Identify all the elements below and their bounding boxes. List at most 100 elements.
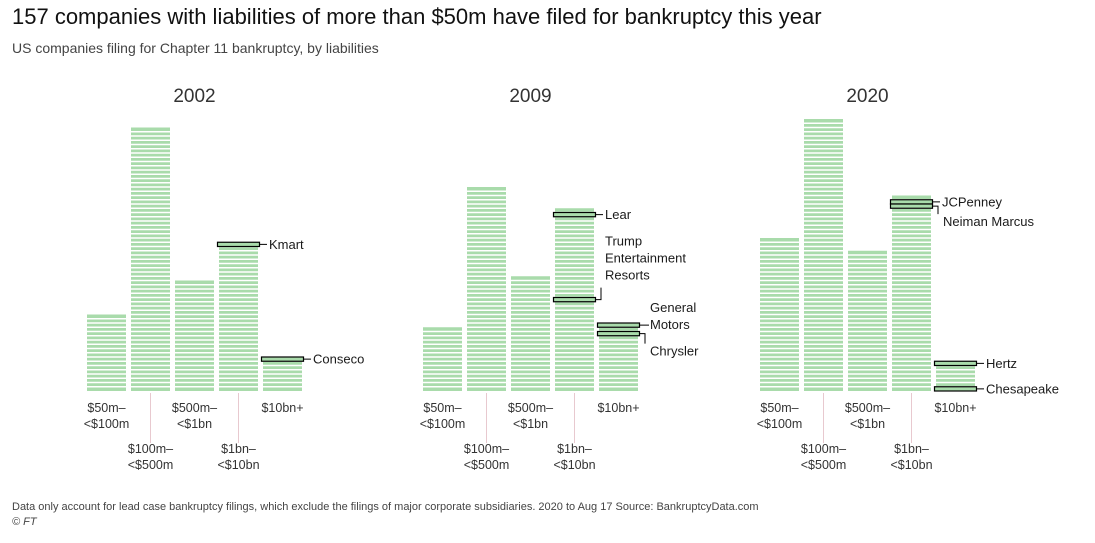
bar-stripe — [848, 271, 887, 273]
bar-stripe — [848, 381, 887, 384]
bar-stripe — [87, 339, 126, 341]
bar-stripe — [467, 216, 506, 218]
bar-stripe — [423, 343, 462, 345]
category-label-2002-0: $50m– <$100m — [84, 401, 130, 431]
bar-stripe — [555, 237, 594, 239]
bar-stripe — [760, 347, 799, 350]
bar-stripe — [423, 339, 462, 341]
bar-stripe — [131, 381, 170, 384]
bar-stripe — [467, 258, 506, 260]
bar-stripe — [131, 131, 170, 133]
bar-stripe — [892, 347, 931, 350]
bar-stripe — [599, 373, 638, 375]
bar-stripe — [760, 369, 799, 371]
bar-stripe — [219, 330, 258, 333]
bar-stripe — [804, 356, 843, 358]
bar-stripe — [804, 335, 843, 337]
bar-stripe — [760, 271, 799, 273]
bar-stripe — [599, 381, 638, 384]
highlight-Lear — [552, 211, 597, 218]
bar-stripe — [511, 364, 550, 367]
bar-stripe — [131, 173, 170, 175]
bar-2009-2 — [511, 276, 550, 391]
bar-stripe — [760, 241, 799, 243]
bar-stripe — [131, 152, 170, 154]
bar-stripe — [804, 330, 843, 333]
bar-stripe — [892, 305, 931, 307]
bar-stripe — [555, 271, 594, 273]
bar-stripe — [760, 318, 799, 320]
bar-stripe — [555, 305, 594, 307]
bar-stripe — [467, 288, 506, 290]
bar-stripe — [760, 250, 799, 252]
bar-stripe — [804, 207, 843, 209]
bar-stripe — [87, 352, 126, 354]
bar-stripe — [804, 347, 843, 350]
bar-stripe — [423, 335, 462, 337]
bar-stripe — [175, 292, 214, 294]
bar-stripe — [892, 326, 931, 328]
bar-stripe — [87, 373, 126, 375]
bar-stripe — [804, 237, 843, 239]
bar-stripe — [175, 313, 214, 316]
bar-stripe — [804, 173, 843, 175]
bar-stripe — [219, 339, 258, 341]
bar-stripe — [760, 335, 799, 337]
bar-stripe — [175, 364, 214, 367]
bar-stripe — [467, 224, 506, 226]
bar-stripe — [848, 322, 887, 324]
bar-stripe — [467, 250, 506, 252]
bar-stripe — [892, 220, 931, 222]
bar-stripe — [848, 352, 887, 354]
bar-stripe — [467, 296, 506, 299]
bar-stripe — [175, 284, 214, 286]
bar-stripe — [175, 322, 214, 324]
bar-stripe — [175, 352, 214, 354]
bar-stripe — [175, 330, 214, 333]
bar-stripe — [467, 347, 506, 350]
bar-stripe — [599, 386, 638, 388]
bar-stripe — [804, 139, 843, 141]
bar-stripe — [467, 377, 506, 379]
annotation-leader — [595, 287, 602, 301]
bar-stripe — [892, 335, 931, 337]
bar-stripe — [892, 301, 931, 303]
bar-stripe — [760, 275, 799, 277]
bar-stripe — [892, 313, 931, 316]
bar-stripe — [804, 271, 843, 273]
bar-stripe — [804, 322, 843, 324]
bar-stripe — [555, 275, 594, 277]
bar-stripe — [848, 279, 887, 282]
bar-stripe — [804, 377, 843, 379]
bar-stripe — [219, 377, 258, 379]
bar-stripe — [467, 267, 506, 269]
bar-stripe — [804, 228, 843, 231]
bar-stripe — [467, 245, 506, 248]
bar-stripe — [131, 322, 170, 324]
bar-stripe — [219, 305, 258, 307]
bar-stripe — [87, 335, 126, 337]
bar-stripe — [263, 364, 302, 367]
bar-stripe — [804, 352, 843, 354]
bar-stripe — [175, 288, 214, 290]
bar-stripe — [760, 288, 799, 290]
bar-stripe — [804, 156, 843, 158]
bar-stripe — [760, 267, 799, 269]
bar-2009-0 — [423, 327, 462, 391]
bar-stripe — [848, 326, 887, 328]
bar-stripe — [599, 347, 638, 350]
highlight-Conseco — [260, 356, 305, 362]
bar-stripe — [87, 381, 126, 384]
annotation-chrysler: Chrysler — [650, 344, 699, 359]
bar-stripe — [423, 352, 462, 354]
bar-stripe — [848, 335, 887, 337]
bar-stripe — [467, 339, 506, 341]
bar-stripe — [848, 360, 887, 362]
bar-stripe — [467, 335, 506, 337]
bar-stripe — [423, 347, 462, 350]
bar-stripe — [131, 279, 170, 282]
bar-stripe — [555, 284, 594, 286]
bar-stripe — [219, 301, 258, 303]
bar-stripe — [804, 233, 843, 235]
bar-stripe — [892, 224, 931, 226]
